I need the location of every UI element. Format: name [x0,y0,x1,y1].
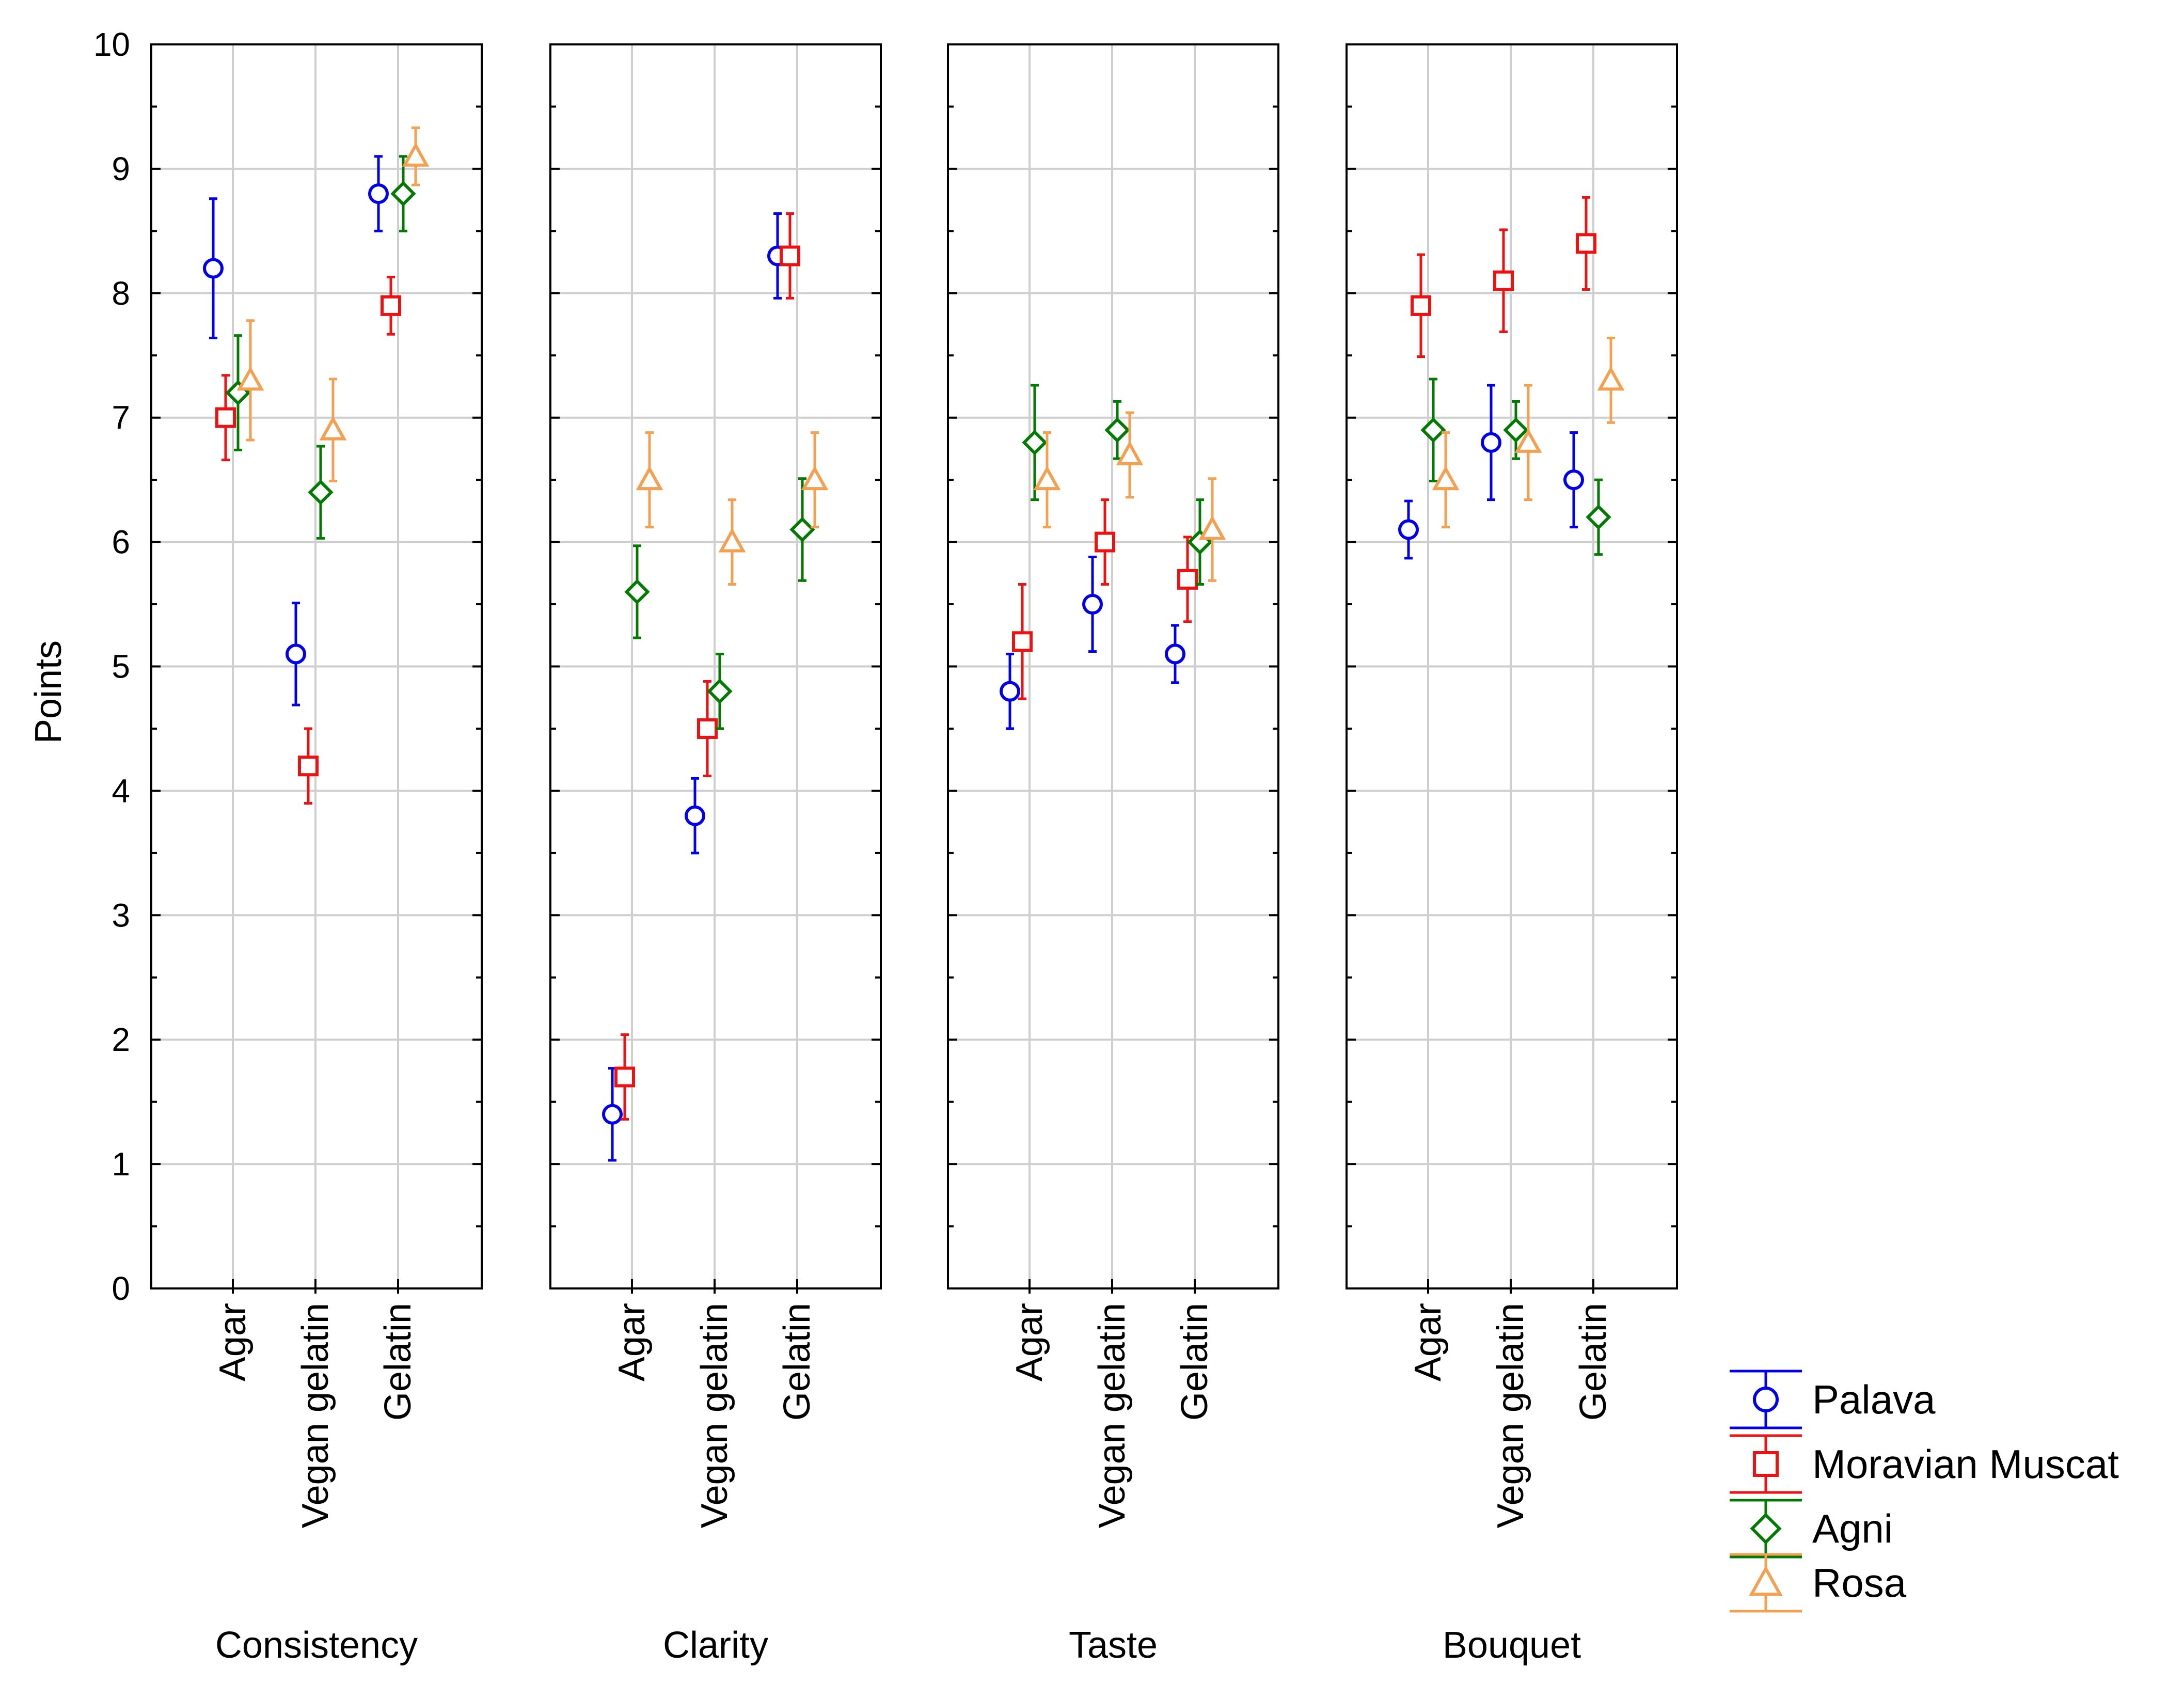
legend-marker-agni [1750,1513,1782,1545]
x-tick-label-clarity-vegan-gelatin: Vegan gelatin [694,1303,735,1528]
point-moravian-muscat-clarity-gelatin [780,245,800,266]
x-tick-label-bouquet-gelatin: Gelatin [1573,1303,1614,1421]
y-tick-label: 7 [112,399,130,436]
x-tick-label-consistency-vegan-gelatin: Vegan gelatin [295,1303,336,1528]
point-palava-taste-vegan-gelatin [1082,594,1103,615]
legend-item-palava: Palava [1730,1370,1936,1429]
point-agni-clarity-agar [624,579,650,605]
point-rosa-bouquet-agar [1432,465,1460,491]
point-palava-clarity-vegan-gelatin [685,805,705,826]
x-tick-labels: Agar Vegan gelatin Gelatin Agar Vegan gelati… [212,1303,1614,1528]
point-palava-bouquet-vegan-gelatin [1481,432,1501,453]
point-rosa-clarity-agar [636,465,663,491]
point-agni-consistency-vegan-gelatin [308,479,334,505]
facet-label-taste: Taste [1069,1625,1158,1666]
point-palava-bouquet-agar [1398,519,1419,540]
point-agni-clarity-vegan-gelatin [707,679,733,704]
point-palava-consistency-gelatin [368,183,389,205]
x-tick-label-clarity-agar: Agar [611,1303,653,1381]
x-tick-label-consistency-agar: Agar [212,1303,254,1381]
point-palava-consistency-vegan-gelatin [286,643,306,665]
point-palava-consistency-agar [203,258,224,279]
legend-marker-palava [1753,1387,1779,1412]
facet-label-consistency: Consistency [215,1625,418,1666]
facet-labels: Consistency Clarity Taste Bouquet [215,1625,1581,1666]
point-rosa-taste-vegan-gelatin [1116,441,1144,465]
axis-ticks [151,43,1677,1294]
legend-marker-moravian-muscat [1753,1451,1779,1477]
point-rosa-taste-agar [1033,465,1061,491]
point-agni-bouquet-agar [1420,417,1446,443]
y-tick-label: 3 [112,896,130,934]
legend: Palava Moravian Muscat Agni Rosa [1730,1370,2119,1613]
facet-label-bouquet: Bouquet [1443,1625,1581,1666]
legend-item-rosa: Rosa [1730,1553,1907,1613]
point-moravian-muscat-bouquet-agar [1411,295,1431,316]
point-moravian-muscat-consistency-vegan-gelatin [298,756,319,777]
point-palava-bouquet-gelatin [1563,469,1584,491]
point-agni-consistency-gelatin [390,181,416,207]
y-tick-label: 5 [112,648,130,685]
point-moravian-muscat-consistency-gelatin [381,295,401,316]
point-agni-taste-vegan-gelatin [1104,417,1130,443]
point-moravian-muscat-bouquet-vegan-gelatin [1493,270,1514,291]
point-rosa-clarity-gelatin [801,465,829,491]
point-agni-taste-agar [1022,430,1048,455]
point-moravian-muscat-taste-gelatin [1177,569,1198,590]
y-tick-label: 1 [112,1145,130,1183]
point-agni-bouquet-vegan-gelatin [1503,417,1529,443]
point-rosa-bouquet-vegan-gelatin [1514,428,1542,453]
y-axis-label: Points [28,640,69,744]
legend-item-moravian-muscat: Moravian Muscat [1730,1434,2119,1494]
point-rosa-consistency-vegan-gelatin [319,416,347,441]
series-agni [225,155,1611,730]
point-moravian-muscat-clarity-vegan-gelatin [697,718,718,739]
point-agni-clarity-gelatin [789,516,815,543]
point-rosa-consistency-agar [236,366,264,391]
point-moravian-muscat-bouquet-gelatin [1576,233,1596,254]
legend-label-agni: Agni [1812,1506,1893,1551]
series-moravian-muscat [215,196,1596,1121]
x-tick-label-taste-agar: Agar [1009,1303,1050,1381]
y-tick-label: 9 [112,150,130,187]
x-tick-label-clarity-gelatin: Gelatin [777,1303,818,1421]
facet-label-clarity: Clarity [663,1625,768,1666]
legend-label-rosa: Rosa [1812,1560,1907,1606]
series-layer [203,126,1625,1162]
point-rosa-bouquet-gelatin [1597,366,1625,391]
point-palava-taste-agar [1000,681,1020,702]
point-rosa-taste-gelatin [1198,515,1226,540]
x-tick-label-taste-gelatin: Gelatin [1174,1303,1215,1421]
x-tick-label-bouquet-agar: Agar [1407,1303,1449,1381]
point-moravian-muscat-taste-agar [1012,631,1033,652]
y-tick-label: 0 [112,1270,130,1307]
y-tick-label: 6 [112,524,130,561]
legend-item-agni: Agni [1730,1499,1893,1559]
legend-label-palava: Palava [1812,1377,1936,1422]
series-rosa [236,126,1625,586]
y-tick-label: 4 [112,772,130,809]
point-moravian-muscat-taste-vegan-gelatin [1095,531,1115,553]
point-moravian-muscat-consistency-agar [215,407,236,428]
point-rosa-consistency-gelatin [402,142,430,167]
point-rosa-clarity-vegan-gelatin [718,528,746,553]
legend-label-moravian-muscat: Moravian Muscat [1812,1441,2119,1487]
point-moravian-muscat-clarity-agar [614,1066,635,1088]
x-tick-label-taste-vegan-gelatin: Vegan gelatin [1091,1303,1133,1528]
point-palava-clarity-agar [602,1104,623,1125]
legend-marker-rosa [1749,1565,1783,1596]
x-tick-label-consistency-gelatin: Gelatin [377,1303,419,1421]
y-tick-label: 2 [112,1021,130,1058]
series-palava [203,155,1584,1162]
x-tick-label-bouquet-vegan-gelatin: Vegan gelatin [1490,1303,1531,1528]
y-tick-labels: 0 1 2 3 4 5 6 7 8 9 10 [93,26,130,1307]
point-agni-bouquet-gelatin [1586,504,1611,530]
y-tick-label: 8 [112,275,130,312]
point-palava-taste-gelatin [1165,643,1185,665]
y-tick-label: 10 [93,26,130,63]
